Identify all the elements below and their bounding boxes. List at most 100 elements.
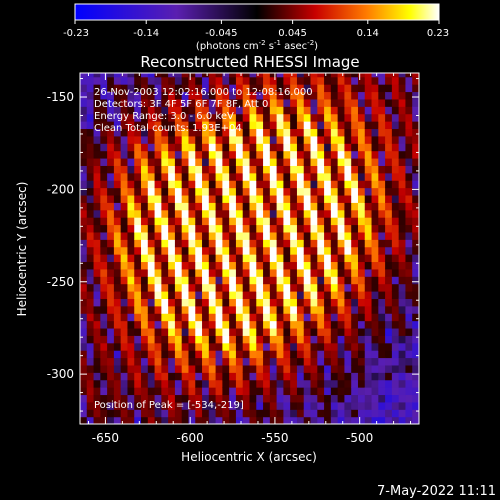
heatmap-cell — [154, 305, 162, 314]
heatmap-cell — [100, 172, 108, 181]
heatmap-cell — [174, 387, 183, 396]
heatmap-cell — [378, 372, 386, 381]
colorbar-tick-label: -0.045 — [205, 28, 237, 39]
heatmap-cell — [256, 224, 264, 233]
heatmap-cell — [317, 76, 325, 85]
heatmap-cell — [398, 357, 407, 366]
heatmap-cell — [168, 342, 176, 351]
heatmap-cell — [283, 268, 291, 277]
heatmap-cell — [296, 128, 305, 137]
heatmap-cell — [378, 409, 386, 418]
heatmap-cell — [310, 128, 318, 137]
heatmap-cell — [276, 350, 284, 359]
heatmap-cell — [188, 135, 196, 144]
heatmap-cell — [100, 364, 108, 373]
heatmap-cell — [195, 335, 203, 344]
heatmap-cell — [330, 283, 339, 292]
heatmap-cell — [283, 283, 291, 292]
heatmap-cell — [371, 372, 379, 381]
heatmap-cell — [378, 113, 386, 122]
heatmap-cell — [93, 246, 101, 255]
heatmap-cell — [195, 187, 203, 196]
heatmap-cell — [161, 180, 169, 189]
heatmap-cell — [371, 394, 379, 403]
heatmap-cell — [242, 217, 251, 226]
heatmap-cells — [80, 73, 419, 424]
heatmap-cell — [86, 268, 95, 277]
heatmap-cell — [249, 187, 257, 196]
heatmap-cell — [222, 298, 230, 307]
heatmap-cell — [317, 357, 325, 366]
heatmap-cell — [344, 73, 352, 78]
heatmap-cell — [263, 121, 271, 130]
heatmap-cell — [168, 157, 176, 166]
heatmap-cell — [215, 276, 223, 285]
heatmap-cell — [107, 121, 115, 130]
heatmap-cell — [303, 313, 312, 322]
heatmap-cell — [256, 187, 264, 196]
heatmap-cell — [174, 73, 183, 78]
heatmap-cell — [147, 231, 156, 240]
heatmap-cell — [161, 128, 169, 137]
heatmap-cell — [283, 113, 291, 122]
heatmap-cell — [303, 121, 312, 130]
heatmap-cell — [80, 350, 88, 359]
heatmap-cell — [229, 128, 237, 137]
heatmap-cell — [141, 187, 149, 196]
heatmap-cell — [378, 180, 386, 189]
heatmap-cell — [357, 416, 366, 424]
heatmap-cell — [330, 224, 339, 233]
heatmap-cell — [235, 113, 244, 122]
heatmap-cell — [364, 372, 373, 381]
heatmap-cell — [100, 342, 108, 351]
heatmap-cell — [391, 268, 400, 277]
heatmap-cell — [391, 416, 400, 424]
heatmap-cell — [276, 113, 284, 122]
heatmap-cell — [229, 187, 237, 196]
heatmap-cell — [161, 73, 169, 78]
heatmap-cell — [141, 298, 149, 307]
heatmap-cell — [385, 401, 393, 410]
heatmap-cell — [398, 342, 407, 351]
heatmap-cell — [120, 239, 129, 248]
heatmap-cell — [141, 91, 149, 100]
heatmap-cell — [215, 187, 223, 196]
heatmap-cell — [296, 364, 305, 373]
heatmap-cell — [127, 165, 135, 174]
heatmap-cell — [324, 401, 332, 410]
heatmap-cell — [249, 91, 257, 100]
heatmap-cell — [229, 313, 237, 322]
heatmap-cell — [296, 121, 305, 130]
heatmap-cell — [296, 239, 305, 248]
heatmap-cell — [107, 143, 115, 152]
heatmap-cell — [147, 364, 156, 373]
heatmap-cell — [147, 290, 156, 299]
heatmap-cell — [215, 254, 223, 263]
heatmap-cell — [290, 342, 298, 351]
heatmap-cell — [249, 320, 257, 329]
heatmap-cell — [161, 254, 169, 263]
heatmap-cell — [242, 202, 251, 211]
heatmap-cell — [93, 91, 101, 100]
heatmap-cell — [337, 180, 346, 189]
heatmap-cell — [330, 290, 339, 299]
heatmap-cell — [147, 268, 156, 277]
heatmap-cell — [412, 157, 419, 166]
heatmap-cell — [154, 320, 162, 329]
heatmap-cell — [276, 73, 284, 78]
heatmap-cell — [364, 194, 373, 203]
heatmap-cell — [249, 165, 257, 174]
heatmap-cell — [371, 298, 379, 307]
heatmap-cell — [344, 335, 352, 344]
heatmap-cell — [310, 76, 318, 85]
heatmap-cell — [181, 106, 190, 115]
heatmap-cell — [161, 106, 169, 115]
heatmap-cell — [324, 98, 332, 107]
heatmap-cell — [181, 387, 190, 396]
heatmap-cell — [80, 231, 88, 240]
heatmap-cell — [324, 254, 332, 263]
heatmap-cell — [86, 261, 95, 270]
heatmap-cell — [276, 202, 284, 211]
heatmap-cell — [181, 276, 190, 285]
heatmap-cell — [141, 364, 149, 373]
